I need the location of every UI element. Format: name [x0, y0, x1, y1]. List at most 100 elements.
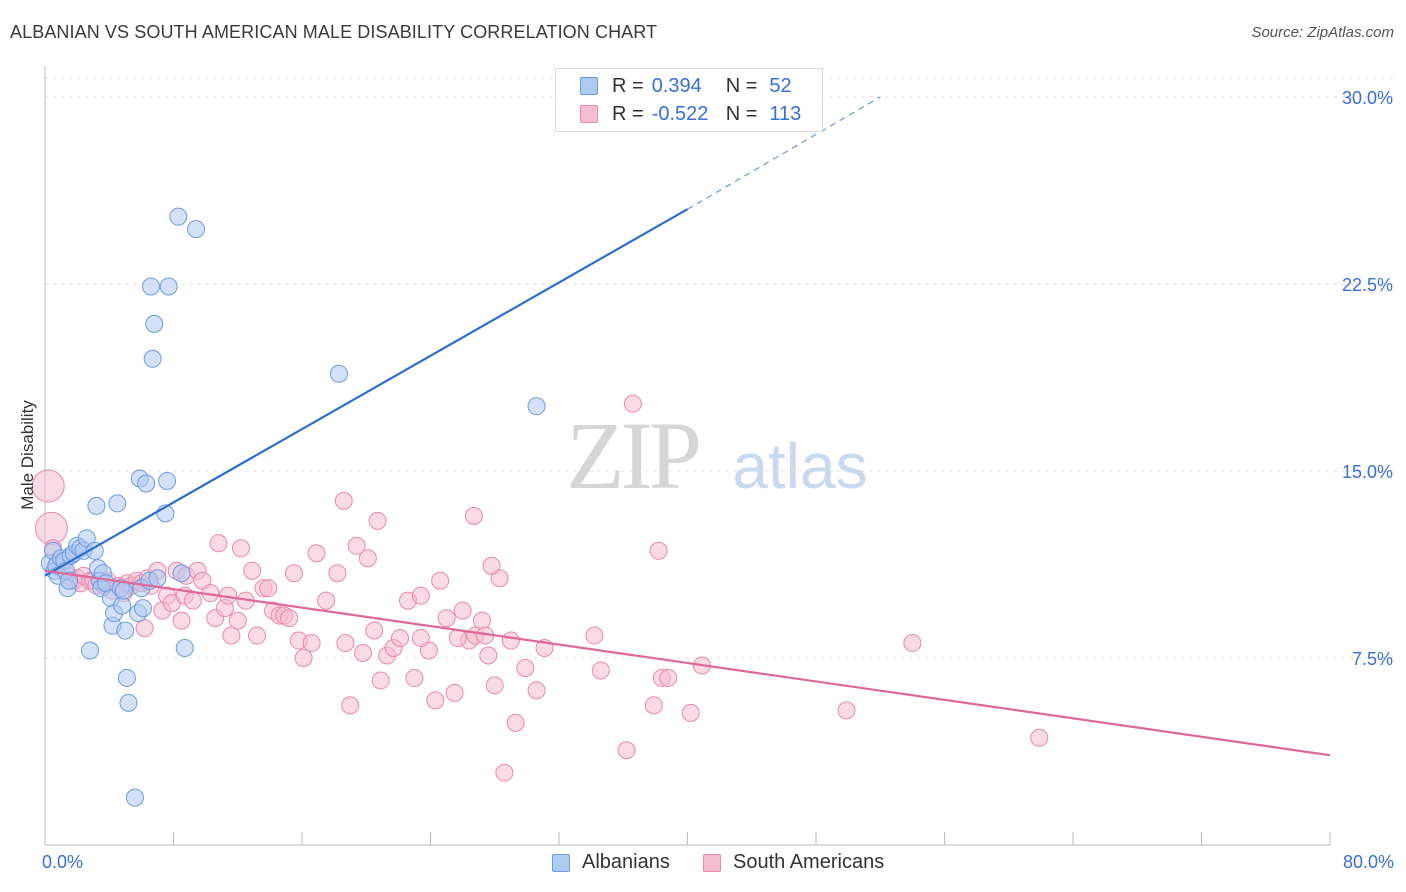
- watermark-atlas: atlas: [732, 430, 867, 502]
- albanians-trend-extension: [687, 96, 881, 210]
- south-americans-point: [681, 703, 700, 722]
- south-americans-point: [516, 658, 535, 677]
- legend-row-south-americans: R = -0.522 N = 113: [580, 101, 801, 127]
- x-tick-label-min: 0.0%: [42, 852, 84, 872]
- south-americans-point: [659, 668, 678, 687]
- south-americans-point: [501, 631, 520, 650]
- y-tick-label: 30.0%: [1342, 88, 1393, 108]
- south-americans-point: [172, 611, 191, 630]
- south-americans-point: [354, 644, 373, 663]
- south-americans-point: [479, 646, 498, 665]
- albanian-point: [114, 581, 133, 600]
- albanian-point: [125, 788, 144, 807]
- south-americans-point: [365, 621, 384, 640]
- albanian-point: [117, 668, 136, 687]
- south-americans-point: [1030, 728, 1049, 747]
- south-americans-point: [328, 564, 347, 583]
- legend-item-albanians[interactable]: Albanians: [552, 851, 670, 874]
- albanian-point: [60, 571, 79, 590]
- y-axis-label: Male Disability: [18, 400, 37, 510]
- legend-swatch-blue: [580, 77, 598, 95]
- albanian-point: [159, 277, 178, 296]
- south-americans-point: [506, 713, 525, 732]
- albanian-point: [137, 474, 156, 493]
- series-legend: Albanians South Americans: [0, 851, 1406, 877]
- albanian-point: [108, 494, 127, 513]
- legend-r-value: 0.394: [651, 74, 702, 97]
- legend-n-label: N =: [725, 74, 758, 97]
- south-americans-point: [347, 536, 366, 555]
- watermark-zip: ZIP: [566, 402, 699, 509]
- legend-n-value: 52: [769, 74, 792, 97]
- south-americans-point: [623, 394, 642, 413]
- south-americans-point: [426, 691, 445, 710]
- trend-lines: [44, 96, 1331, 757]
- south-americans-point: [431, 571, 450, 590]
- south-americans-point: [341, 696, 360, 715]
- south-americans-point: [448, 629, 467, 648]
- south-americans-point: [405, 668, 424, 687]
- chart-title: ALBANIAN VS SOUTH AMERICAN MALE DISABILI…: [10, 22, 658, 42]
- south-americans-point: [222, 626, 241, 645]
- south-americans-point: [411, 586, 430, 605]
- albanian-point: [148, 569, 167, 588]
- albanian-point: [186, 220, 205, 239]
- south-americans-point: [368, 511, 387, 530]
- albanian-point: [527, 397, 546, 416]
- legend-n-value: 113: [769, 102, 802, 125]
- south-americans-point: [495, 763, 514, 782]
- south-americans-point: [837, 701, 856, 720]
- albanian-point: [119, 693, 138, 712]
- south-americans-point: [591, 661, 610, 680]
- albanian-point: [133, 599, 152, 618]
- south-americans-point: [358, 549, 377, 568]
- south-americans-point: [644, 696, 663, 715]
- south-americans-point: [527, 681, 546, 700]
- south-americans-point: [464, 506, 483, 525]
- south-americans-point: [317, 591, 336, 610]
- south-americans-point: [284, 564, 303, 583]
- south-americans-points: [31, 394, 1049, 782]
- south-americans-point: [231, 539, 250, 558]
- albanians-trend-line: [44, 208, 689, 577]
- albanian-point: [87, 496, 106, 515]
- south-americans-point: [294, 649, 313, 667]
- y-tick-label: 22.5%: [1342, 275, 1393, 295]
- south-americans-point: [307, 544, 326, 563]
- legend-label-albanians: Albanians: [582, 851, 670, 873]
- albanians-points: [40, 207, 546, 807]
- legend-r-label: R =: [612, 74, 644, 97]
- south-americans-point: [649, 541, 668, 560]
- albanian-point: [169, 207, 188, 226]
- south-americans-point: [209, 534, 228, 553]
- albanian-point: [329, 364, 348, 383]
- south-americans-point: [371, 671, 390, 690]
- south-americans-point: [390, 629, 409, 648]
- south-americans-point: [280, 609, 299, 628]
- chart-source: Source: ZipAtlas.com: [1251, 24, 1394, 41]
- south-americans-point: [334, 491, 353, 510]
- south-americans-trend-line: [44, 569, 1331, 757]
- south-americans-point: [302, 634, 321, 653]
- south-americans-point: [453, 601, 472, 620]
- south-americans-point: [445, 683, 464, 702]
- y-tick-label: 15.0%: [1342, 462, 1393, 482]
- stats-legend: R = 0.394 N = 52 R = -0.522 N = 113: [555, 68, 823, 132]
- legend-item-south-americans[interactable]: South Americans: [703, 851, 884, 874]
- albanian-point: [158, 471, 177, 490]
- legend-r-label: R =: [612, 102, 644, 125]
- south-americans-point: [336, 634, 355, 653]
- south-americans-point: [31, 469, 65, 503]
- y-tick-label: 7.5%: [1352, 649, 1393, 669]
- legend-swatch-albanians: [552, 853, 570, 872]
- axes: [44, 66, 1331, 846]
- legend-swatch-south-americans: [703, 853, 721, 872]
- legend-r-value: -0.522: [651, 102, 709, 125]
- south-americans-point: [585, 626, 604, 645]
- south-americans-point: [228, 611, 247, 630]
- albanian-point: [85, 541, 104, 560]
- south-americans-point: [259, 579, 278, 598]
- x-tick-label-max: 80.0%: [1342, 852, 1394, 872]
- albanian-point: [113, 596, 132, 615]
